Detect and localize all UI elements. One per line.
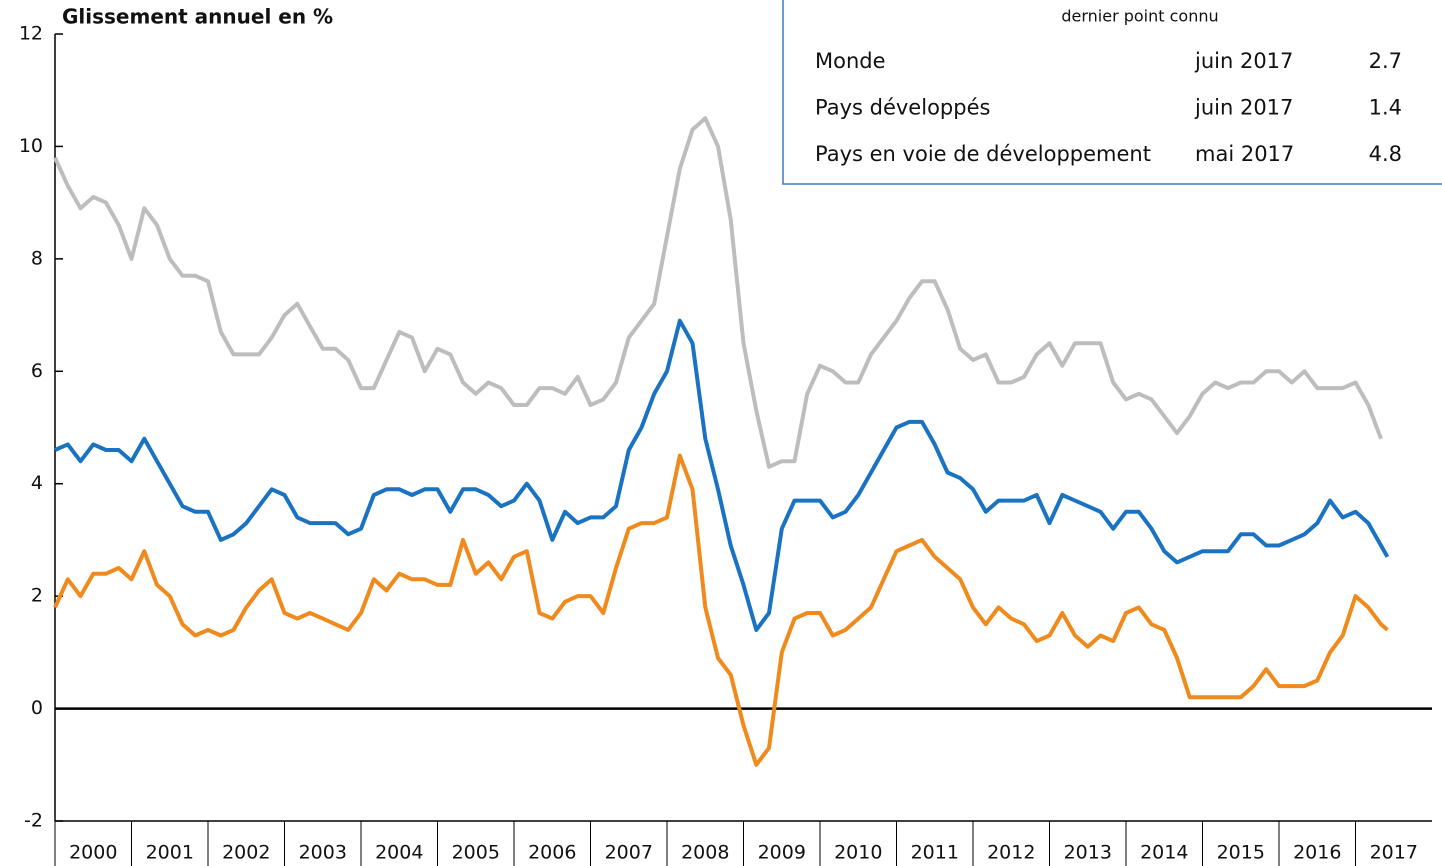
legend-value: 1.4 bbox=[1369, 96, 1402, 120]
axis-title: Glissement annuel en % bbox=[62, 5, 333, 29]
x-tick-label: 2009 bbox=[758, 842, 806, 864]
y-tick-label: 10 bbox=[19, 135, 43, 157]
x-tick-label: 2005 bbox=[452, 842, 500, 864]
x-tick-label: 2014 bbox=[1140, 842, 1188, 864]
legend-date: juin 2017 bbox=[1194, 96, 1293, 120]
y-tick-label: 6 bbox=[31, 360, 43, 382]
series-line bbox=[53, 453, 1389, 767]
legend-name: Monde bbox=[815, 49, 886, 73]
x-tick-label: 2000 bbox=[69, 842, 117, 864]
legend-name: Pays développés bbox=[815, 96, 990, 120]
y-tick-label: 8 bbox=[31, 247, 43, 269]
x-tick-label: 2002 bbox=[222, 842, 270, 864]
legend-box bbox=[782, 0, 1442, 185]
y-tick-label: 0 bbox=[31, 697, 43, 719]
legend-name: Pays en voie de développement bbox=[815, 142, 1151, 166]
x-tick-label: 2012 bbox=[987, 842, 1035, 864]
x-tick-label: 2011 bbox=[911, 842, 959, 864]
legend-date: mai 2017 bbox=[1195, 142, 1294, 166]
y-tick-label: 2 bbox=[31, 585, 43, 607]
x-tick-label: 2001 bbox=[146, 842, 194, 864]
x-tick-label: 2008 bbox=[681, 842, 729, 864]
y-tick-label: 12 bbox=[19, 23, 43, 45]
x-tick-label: 2013 bbox=[1064, 842, 1112, 864]
x-tick-label: 2015 bbox=[1217, 842, 1265, 864]
x-tick-label: 2010 bbox=[834, 842, 882, 864]
x-tick-label: 2017 bbox=[1370, 842, 1418, 864]
x-tick-label: 2006 bbox=[528, 842, 576, 864]
x-tick-label: 2004 bbox=[375, 842, 423, 864]
legend-value: 4.8 bbox=[1369, 142, 1402, 166]
x-tick-label: 2016 bbox=[1293, 842, 1341, 864]
series-line bbox=[53, 116, 1383, 469]
series-line bbox=[54, 318, 1390, 632]
x-tick-label: 2007 bbox=[605, 842, 653, 864]
x-tick-label: 2003 bbox=[299, 842, 347, 864]
y-tick-label: 4 bbox=[31, 472, 43, 494]
legend-value: 2.7 bbox=[1369, 49, 1402, 73]
legend-title: dernier point connu bbox=[1061, 7, 1218, 26]
y-tick-label: -2 bbox=[24, 810, 43, 832]
legend-date: juin 2017 bbox=[1194, 49, 1293, 73]
